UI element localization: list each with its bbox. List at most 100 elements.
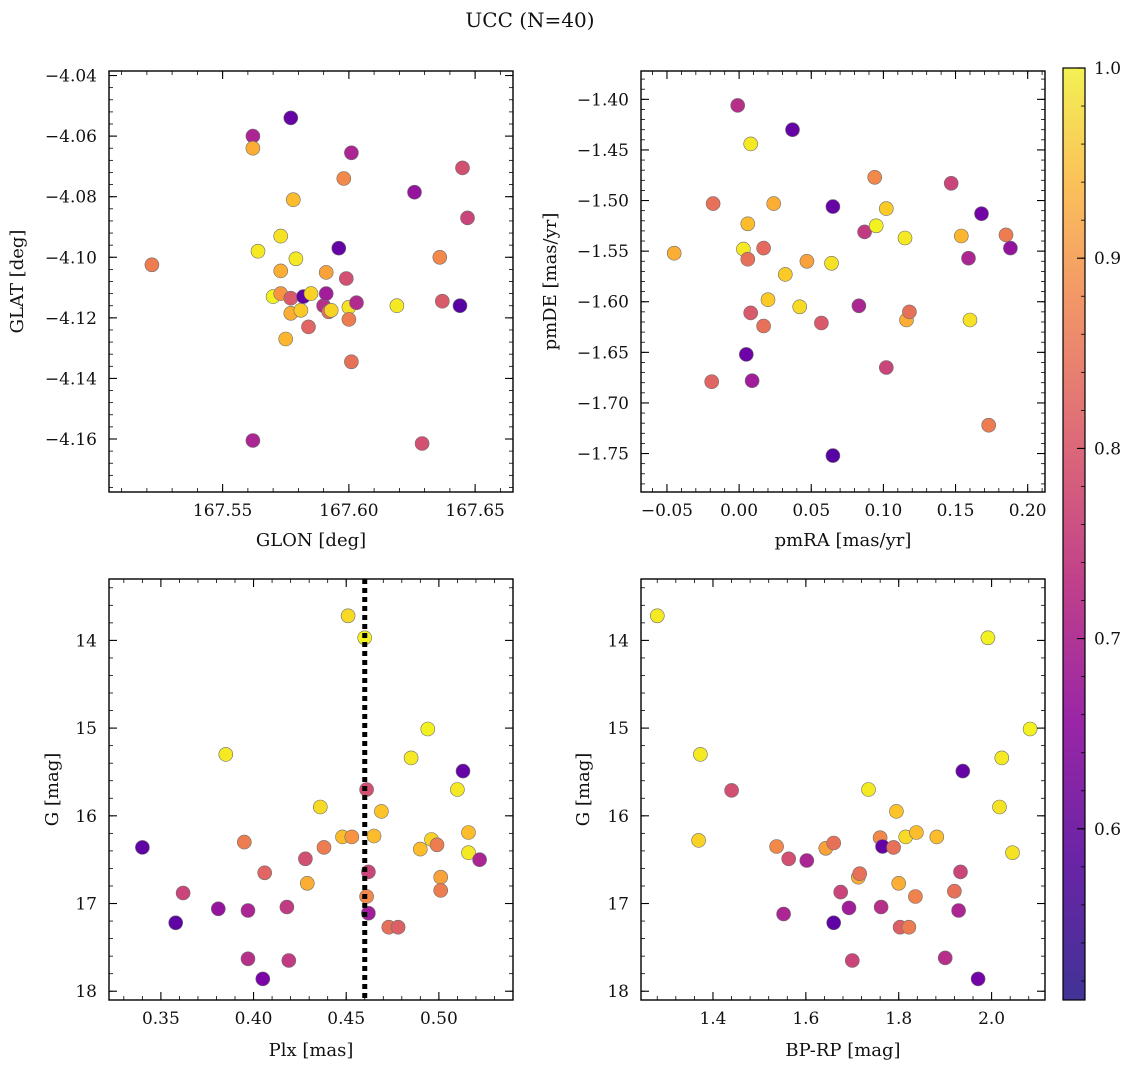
panel-4: 1.4 1.6 1.8 2.0 14 15 16 17 18 BP-RP [mag] G [mag] (573, 578, 1046, 1061)
data-point (389, 298, 405, 314)
data-point (250, 243, 266, 259)
data-point (374, 804, 389, 819)
data-point (902, 304, 917, 320)
x-tick-label: 0.00 (720, 501, 758, 521)
data-point (799, 853, 815, 868)
data-point (897, 230, 913, 246)
y-tick-label: −1.75 (577, 445, 629, 465)
data-point (412, 841, 428, 857)
data-point (724, 783, 739, 798)
data-point (257, 865, 273, 881)
axes-frame (108, 70, 514, 493)
data-point (218, 747, 234, 762)
panel-3-points (135, 608, 487, 987)
panel-1: 167.55 167.60 167.65 −4.16 −4.14 −4.12 −4.10 −4… (7, 67, 514, 551)
data-point (273, 263, 289, 279)
y-tick-label: 14 (75, 631, 97, 651)
data-point (825, 199, 841, 214)
y-tick-label: −1.40 (577, 90, 629, 110)
data-point (980, 630, 996, 646)
data-point (824, 255, 839, 271)
x-tick-label: 1.6 (792, 1009, 819, 1029)
data-point (943, 176, 959, 191)
x-tick-label: 167.65 (445, 501, 504, 521)
data-point (868, 218, 884, 234)
data-point (452, 298, 468, 314)
data-point (285, 192, 301, 207)
data-point (994, 750, 1010, 766)
data-point (743, 305, 759, 321)
data-point (293, 302, 309, 318)
x-tick-label: 0.40 (235, 1009, 273, 1029)
data-point (704, 374, 720, 390)
data-point (240, 951, 256, 967)
data-point (861, 782, 876, 797)
y-tick-label: 17 (75, 895, 97, 915)
data-point (867, 170, 883, 185)
y-tick-label: −4.10 (45, 248, 97, 268)
x-tick-label: 167.60 (319, 501, 378, 521)
data-point (340, 608, 356, 624)
data-point (298, 851, 313, 867)
x-tick-label: 0.45 (327, 1009, 365, 1029)
data-point (792, 299, 808, 315)
data-point (312, 799, 328, 815)
data-point (825, 448, 841, 463)
data-point (760, 292, 776, 308)
data-point (303, 286, 319, 301)
data-point (349, 295, 364, 311)
panel-2: −0.05 0.00 0.05 0.10 0.15 0.20 −1.75 −1.70 −1.65… (540, 70, 1047, 551)
data-point (278, 331, 294, 347)
y-axis-label: G [mag] (42, 753, 63, 826)
data-point (738, 347, 754, 362)
data-point (288, 251, 304, 267)
y-axis-label: G [mag] (573, 753, 594, 826)
x-tick-label: 0.10 (864, 501, 902, 521)
data-point (344, 829, 360, 845)
data-point (472, 852, 487, 868)
data-point (211, 901, 226, 917)
colorbar-tick-label: 0.8 (1094, 439, 1121, 459)
data-point (245, 140, 261, 156)
data-point (844, 953, 860, 968)
data-point (992, 799, 1007, 815)
data-point (316, 840, 332, 855)
y-tick-label: −4.16 (45, 430, 97, 450)
data-point (841, 900, 857, 916)
y-tick-label: −4.04 (45, 67, 97, 87)
data-point (776, 906, 791, 922)
data-point (974, 206, 989, 221)
data-point (429, 837, 445, 853)
data-point (420, 721, 436, 737)
data-point (826, 835, 842, 851)
data-point (693, 747, 708, 762)
data-point (981, 417, 997, 433)
data-point (338, 271, 354, 286)
x-tick-label: 0.05 (792, 501, 830, 521)
data-point (283, 110, 299, 126)
data-point (730, 98, 746, 113)
y-tick-label: −1.45 (577, 141, 629, 161)
axes-frame (108, 578, 514, 1001)
data-point (455, 160, 470, 176)
data-point (889, 804, 904, 819)
x-tick-label: 0.50 (420, 1009, 458, 1029)
data-point (135, 840, 150, 855)
data-point (649, 608, 665, 624)
data-point (273, 228, 289, 244)
data-point (144, 257, 160, 273)
colorbar-ticks: 0.6 0.7 0.8 0.9 1.0 (1077, 59, 1121, 982)
y-tick-label: −1.60 (577, 293, 629, 313)
data-point (434, 293, 450, 309)
colorbar-tick-label: 0.6 (1094, 820, 1121, 840)
data-point (255, 971, 271, 987)
data-point (962, 312, 978, 328)
data-point (878, 201, 894, 216)
data-point (756, 240, 771, 256)
y-tick-label: −1.70 (577, 394, 629, 414)
data-point (460, 210, 475, 226)
data-point (769, 839, 784, 854)
data-point (237, 834, 252, 850)
figure-title: UCC (N=40) (465, 8, 594, 32)
data-point (299, 875, 315, 891)
